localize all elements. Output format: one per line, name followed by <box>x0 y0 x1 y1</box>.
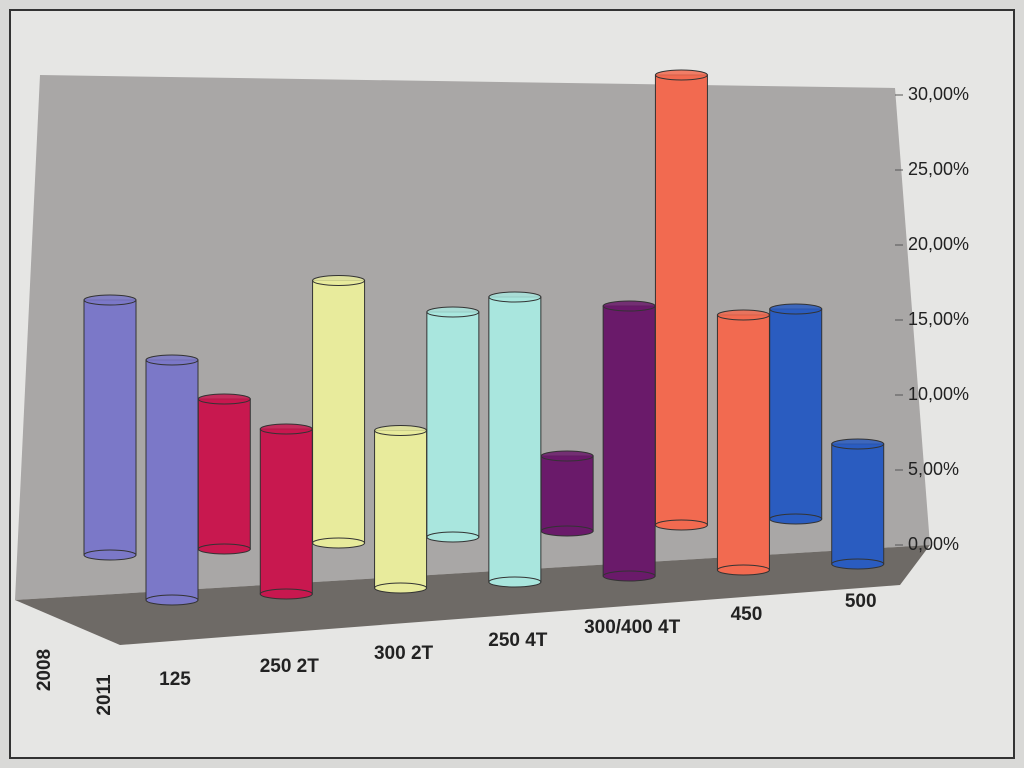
bar <box>488 296 542 583</box>
bar-base <box>540 525 594 537</box>
bar <box>145 359 199 601</box>
bar-cap <box>602 300 656 312</box>
bar-cap <box>716 309 770 321</box>
bar <box>83 299 137 556</box>
bar-cap <box>145 354 199 366</box>
y-tick-label: 10,00% <box>908 384 969 404</box>
bar <box>602 305 656 577</box>
bar-base <box>426 531 480 543</box>
bar-base <box>831 558 885 570</box>
depth-label: 2011 <box>94 674 115 716</box>
bar-cap <box>312 275 366 286</box>
bar <box>540 455 594 532</box>
x-tick-label: 300/400 4T <box>584 617 681 638</box>
floor <box>15 545 930 645</box>
bar-cap <box>831 438 885 450</box>
bar <box>259 428 313 595</box>
bar <box>426 311 480 538</box>
bar-cap <box>197 393 251 405</box>
bar-cap <box>654 69 708 81</box>
bar-cap <box>374 425 428 436</box>
bar <box>769 308 823 520</box>
y-tick-label: 25,00% <box>908 159 969 179</box>
bar-base <box>197 543 251 555</box>
bar-base <box>602 570 656 582</box>
bar <box>654 74 708 526</box>
bar-base <box>312 537 366 549</box>
x-tick-label: 500 <box>845 591 877 612</box>
x-tick-label: 125 <box>159 669 191 690</box>
bar-base <box>654 519 708 531</box>
x-tick-label: 250 4T <box>488 630 548 651</box>
bar-cap <box>769 303 823 315</box>
bar-cap <box>488 291 542 303</box>
x-tick-label: 450 <box>731 604 763 625</box>
y-tick-label: 5,00% <box>908 459 959 479</box>
y-tick-label: 15,00% <box>908 309 969 329</box>
y-tick-label: 20,00% <box>908 234 969 254</box>
bar <box>831 443 885 565</box>
bar-base <box>145 594 199 606</box>
bar-cap <box>259 423 313 435</box>
bar-base <box>374 582 428 594</box>
depth-label: 2008 <box>34 649 55 691</box>
bar <box>716 314 770 571</box>
bar-base <box>769 513 823 525</box>
x-tick-label: 300 2T <box>374 643 434 664</box>
bar-cap <box>540 450 594 462</box>
bar <box>374 430 428 589</box>
bar-base <box>716 564 770 576</box>
y-tick-label: 0,00% <box>908 534 959 554</box>
bar <box>312 280 366 544</box>
y-tick-label: 30,00% <box>908 84 969 104</box>
bar-cap <box>426 306 480 318</box>
bar <box>197 398 251 550</box>
bar-base <box>488 576 542 588</box>
bar-cap <box>83 294 137 306</box>
bar-base <box>259 588 313 600</box>
x-tick-label: 250 2T <box>260 656 320 677</box>
bar-base <box>83 549 137 561</box>
